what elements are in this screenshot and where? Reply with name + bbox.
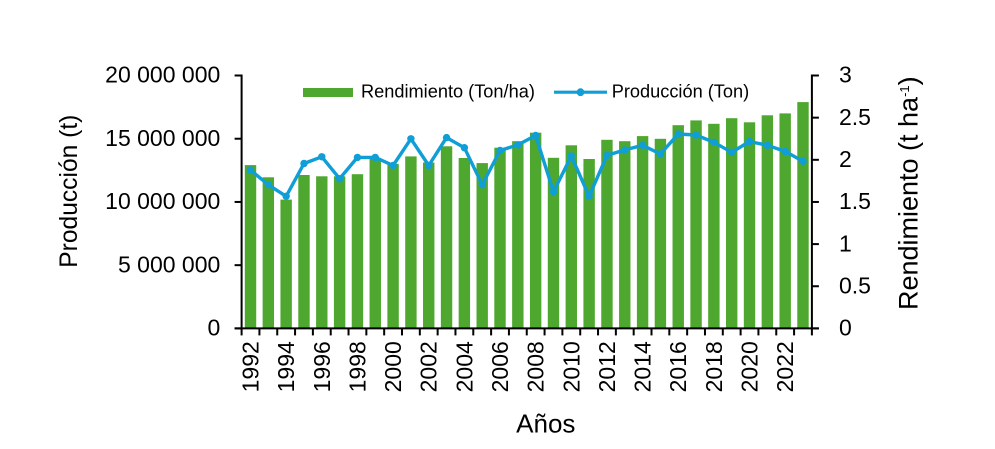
svg-text:Producción (t): Producción (t) (56, 115, 83, 268)
svg-text:0.5: 0.5 (839, 272, 871, 298)
svg-text:2000: 2000 (380, 341, 406, 392)
svg-text:1: 1 (839, 230, 852, 256)
svg-text:1996: 1996 (309, 341, 335, 392)
svg-text:Producción (Ton): Producción (Ton) (612, 82, 749, 102)
svg-text:2010: 2010 (558, 341, 584, 392)
svg-text:2006: 2006 (487, 341, 513, 392)
svg-text:2002: 2002 (416, 341, 442, 392)
svg-text:3: 3 (839, 62, 852, 88)
svg-text:2004: 2004 (451, 341, 477, 392)
svg-text:2: 2 (839, 146, 852, 172)
svg-text:2016: 2016 (665, 341, 691, 392)
svg-text:1.5: 1.5 (839, 188, 871, 214)
svg-text:2018: 2018 (701, 341, 727, 392)
svg-text:1994: 1994 (273, 341, 299, 392)
svg-text:2008: 2008 (523, 341, 549, 392)
svg-text:0: 0 (839, 315, 852, 341)
svg-text:1992: 1992 (238, 341, 264, 392)
svg-text:15 000 000: 15 000 000 (105, 125, 220, 151)
svg-text:2.5: 2.5 (839, 104, 871, 130)
svg-text:Rendimiento (Ton/ha): Rendimiento (Ton/ha) (361, 82, 535, 102)
svg-text:Años: Años (516, 409, 575, 439)
svg-text:20 000 000: 20 000 000 (105, 62, 220, 88)
svg-text:5 000 000: 5 000 000 (118, 251, 220, 277)
svg-text:10 000 000: 10 000 000 (105, 188, 220, 214)
svg-text:2014: 2014 (630, 341, 656, 392)
svg-text:2012: 2012 (594, 341, 620, 392)
svg-text:Rendimiento (t ha-1): Rendimiento (t ha-1) (894, 76, 924, 310)
svg-text:2020: 2020 (737, 341, 763, 392)
svg-text:1998: 1998 (344, 341, 370, 392)
svg-text:0: 0 (208, 315, 221, 341)
svg-text:2022: 2022 (772, 341, 798, 392)
